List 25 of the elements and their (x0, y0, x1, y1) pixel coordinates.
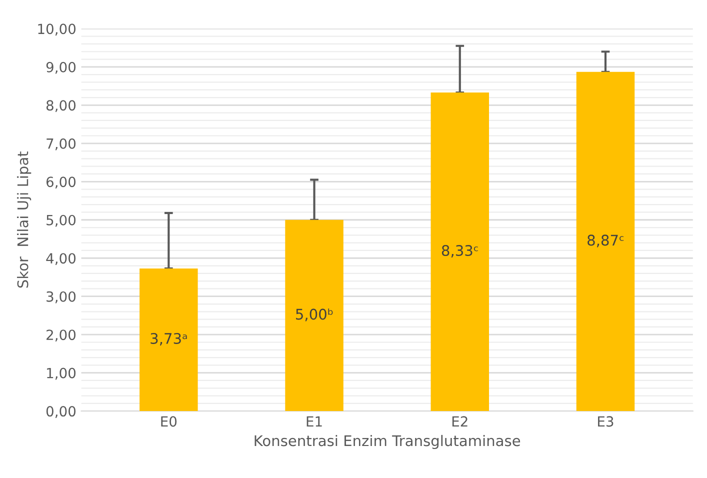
data-label: 3,73ᵃ (150, 332, 187, 346)
bar (285, 220, 344, 412)
data-label: 8,33ᶜ (442, 245, 478, 258)
bar (140, 268, 198, 412)
bar (430, 92, 490, 412)
x-axis-title: Konsentrasi Enzim Transglutaminase (254, 434, 520, 450)
y-tick-label: 10,00 (38, 24, 76, 36)
y-tick-label: 6,00 (46, 176, 76, 189)
bar (576, 72, 635, 412)
data-label: 5,00ᵇ (296, 308, 333, 322)
y-tick-label: 2,00 (46, 330, 76, 342)
y-tick-label: 5,00 (46, 214, 76, 227)
y-axis-title: Skor Nilai Uji Lipat (17, 151, 32, 288)
y-tick-label: 8,00 (46, 100, 76, 112)
y-tick-label: 7,00 (46, 138, 76, 150)
y-tick-label: 3,00 (46, 291, 76, 304)
x-tick-label: E3 (598, 416, 614, 427)
x-tick-label: E2 (452, 416, 468, 426)
data-label: 8,87ᶜ (588, 234, 624, 248)
x-tick-label: E0 (161, 416, 177, 427)
x-tick-label: E1 (306, 416, 322, 426)
y-tick-label: 4,00 (46, 253, 76, 266)
y-tick-label: 1,00 (47, 368, 76, 380)
y-tick-label: 9,00 (46, 62, 76, 74)
y-tick-label: 0,00 (46, 406, 76, 418)
